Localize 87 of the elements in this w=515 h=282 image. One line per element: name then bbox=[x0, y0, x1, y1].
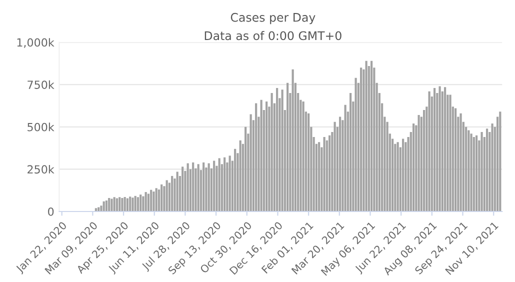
bar bbox=[150, 190, 152, 212]
bar bbox=[260, 100, 262, 212]
y-tick-label: 0 bbox=[48, 207, 54, 216]
y-tick-label: 250k bbox=[28, 164, 54, 174]
chart-subtitle: Data as of 0:00 GMT+0 bbox=[204, 31, 342, 40]
bar bbox=[113, 197, 116, 212]
bar bbox=[218, 158, 220, 212]
bar bbox=[480, 132, 483, 212]
bar bbox=[438, 86, 441, 212]
bar bbox=[454, 108, 457, 212]
bar bbox=[365, 60, 368, 212]
bar bbox=[121, 198, 124, 212]
bar bbox=[370, 60, 373, 212]
bar bbox=[186, 163, 189, 212]
bar bbox=[292, 69, 294, 212]
bar bbox=[118, 197, 121, 212]
bar bbox=[360, 68, 362, 212]
bar bbox=[475, 135, 478, 212]
bar bbox=[126, 198, 129, 212]
bar bbox=[428, 91, 430, 212]
y-tick-label: 1,000k bbox=[17, 38, 54, 48]
bar bbox=[147, 194, 150, 212]
bar bbox=[339, 116, 342, 212]
bar bbox=[132, 198, 134, 212]
chart-title: Cases per Day bbox=[230, 12, 316, 24]
bar bbox=[176, 172, 178, 212]
bar bbox=[472, 137, 475, 212]
bar bbox=[255, 103, 258, 212]
bar bbox=[266, 102, 268, 212]
bar bbox=[234, 148, 236, 212]
bar bbox=[281, 90, 284, 212]
bar bbox=[202, 162, 205, 212]
bar bbox=[250, 114, 252, 212]
bar bbox=[100, 206, 102, 212]
bar bbox=[197, 164, 200, 212]
bar bbox=[470, 134, 472, 212]
bar bbox=[160, 184, 163, 212]
bar bbox=[110, 198, 113, 212]
bar bbox=[144, 192, 147, 212]
bar bbox=[422, 110, 426, 212]
bar bbox=[213, 160, 216, 212]
bar bbox=[323, 137, 326, 212]
bar bbox=[491, 124, 494, 212]
bar bbox=[270, 93, 273, 212]
bar bbox=[244, 126, 247, 212]
bar bbox=[166, 180, 168, 212]
bar bbox=[208, 163, 210, 212]
bar bbox=[228, 156, 231, 212]
y-tick-label: 750k bbox=[28, 80, 54, 89]
bar bbox=[116, 198, 118, 212]
bar bbox=[308, 113, 310, 212]
bar bbox=[105, 200, 108, 212]
bar bbox=[276, 88, 278, 212]
bar bbox=[155, 188, 158, 212]
bar bbox=[192, 162, 194, 212]
bar bbox=[108, 198, 110, 212]
bar bbox=[140, 194, 142, 212]
bar bbox=[136, 197, 140, 212]
bar bbox=[302, 102, 304, 212]
bar bbox=[182, 166, 184, 212]
bar bbox=[171, 176, 174, 212]
bar bbox=[134, 196, 136, 212]
bar bbox=[418, 115, 420, 212]
bar bbox=[402, 138, 404, 212]
bar bbox=[318, 142, 320, 212]
bar bbox=[354, 78, 357, 212]
y-tick-label: 500k bbox=[28, 122, 54, 132]
bar bbox=[396, 142, 399, 212]
bar bbox=[129, 196, 132, 212]
bar bbox=[239, 140, 242, 212]
bar bbox=[433, 88, 436, 212]
bar bbox=[499, 112, 502, 212]
bar bbox=[224, 157, 226, 212]
bar bbox=[334, 122, 336, 212]
bar bbox=[286, 82, 289, 212]
bar bbox=[344, 104, 346, 212]
bar bbox=[152, 192, 155, 212]
bar bbox=[124, 196, 126, 212]
bar bbox=[460, 113, 462, 212]
bar bbox=[449, 94, 452, 212]
bar bbox=[412, 124, 415, 212]
bar bbox=[350, 93, 352, 212]
bar bbox=[328, 135, 331, 212]
bar bbox=[486, 128, 488, 212]
bar bbox=[468, 130, 470, 212]
bar bbox=[444, 87, 446, 212]
bar bbox=[142, 196, 144, 212]
